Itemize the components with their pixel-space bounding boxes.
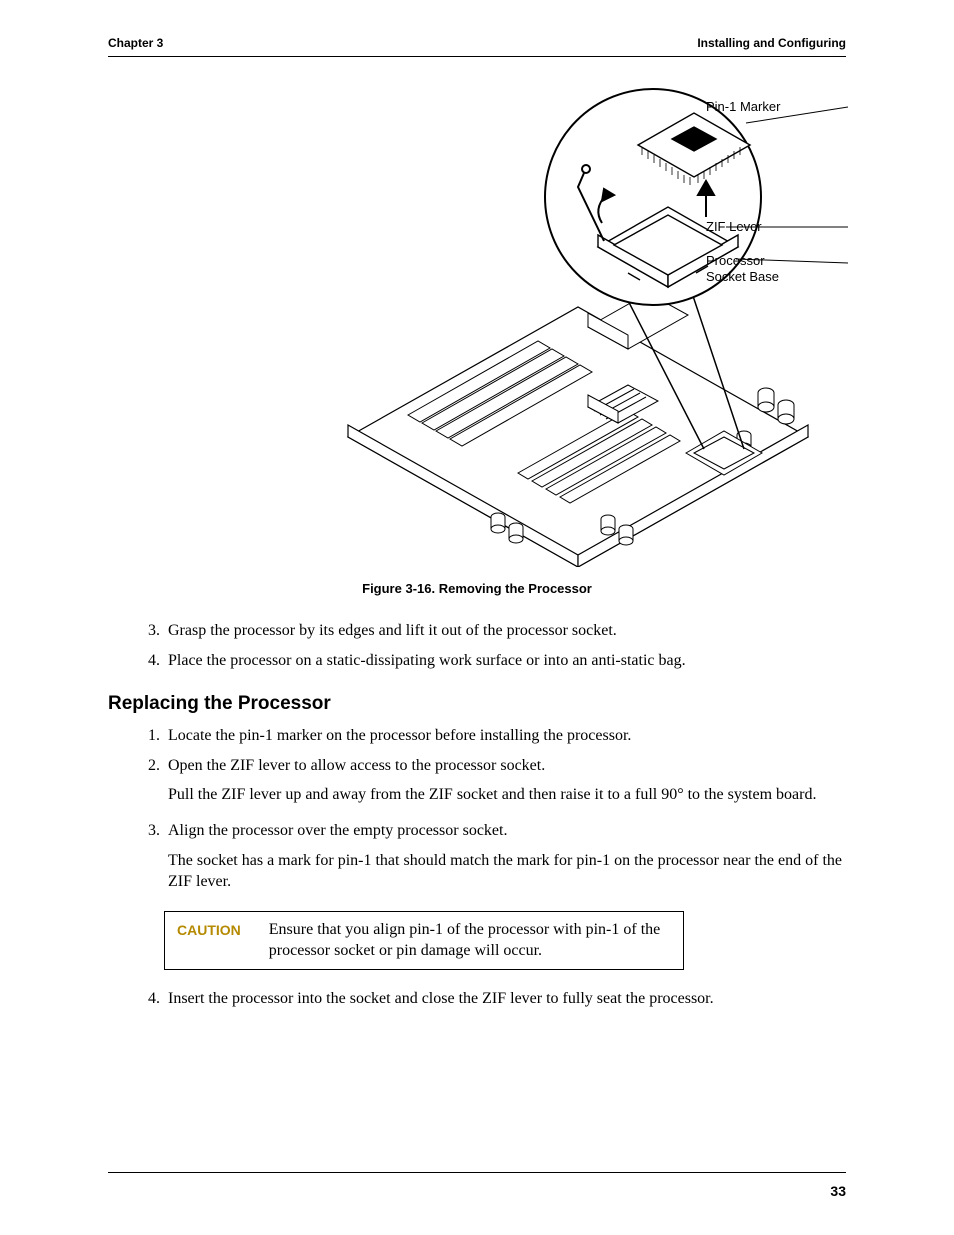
list-item: Locate the pin-1 marker on the processor… bbox=[164, 725, 846, 747]
page-header: Chapter 3 Installing and Configuring bbox=[108, 36, 846, 56]
step-text: Align the processor over the empty proce… bbox=[168, 822, 507, 839]
motherboard-diagram bbox=[288, 77, 848, 567]
caution-box: CAUTION Ensure that you align pin-1 of t… bbox=[164, 911, 684, 971]
figure-caption: Figure 3-16. Removing the Processor bbox=[108, 581, 846, 596]
callout-zif: ZIF Lever bbox=[706, 219, 762, 235]
caution-text: Ensure that you align pin-1 of the proce… bbox=[269, 920, 671, 962]
caution-label: CAUTION bbox=[177, 920, 241, 938]
figure-area: Pin-1 Marker ZIF Lever Processor Socket … bbox=[108, 77, 846, 567]
step-sub: Pull the ZIF lever up and away from the … bbox=[168, 784, 846, 806]
step-text: Open the ZIF lever to allow access to th… bbox=[168, 757, 545, 774]
page-number: 33 bbox=[830, 1183, 846, 1199]
header-right: Installing and Configuring bbox=[697, 36, 846, 50]
page: Chapter 3 Installing and Configuring bbox=[0, 0, 954, 1235]
section-heading: Replacing the Processor bbox=[108, 693, 846, 715]
replacing-steps-after-list: Insert the processor into the socket and… bbox=[164, 988, 846, 1010]
callout-socket: Processor Socket Base bbox=[706, 253, 779, 284]
callout-socket-line1: Processor bbox=[706, 253, 765, 268]
list-item: Align the processor over the empty proce… bbox=[164, 820, 846, 893]
callout-socket-line2: Socket Base bbox=[706, 269, 779, 284]
removing-steps-list: Grasp the processor by its edges and lif… bbox=[164, 620, 846, 671]
list-item: Grasp the processor by its edges and lif… bbox=[164, 620, 846, 642]
list-item: Open the ZIF lever to allow access to th… bbox=[164, 755, 846, 806]
header-left: Chapter 3 bbox=[108, 36, 163, 50]
header-rule bbox=[108, 56, 846, 57]
replacing-steps-list: Locate the pin-1 marker on the processor… bbox=[164, 725, 846, 893]
list-item: Insert the processor into the socket and… bbox=[164, 988, 846, 1010]
footer-rule bbox=[108, 1172, 846, 1173]
step-text: Locate the pin-1 marker on the processor… bbox=[168, 727, 631, 744]
list-item: Place the processor on a static-dissipat… bbox=[164, 650, 846, 672]
step-sub: The socket has a mark for pin-1 that sho… bbox=[168, 850, 846, 893]
callout-pin1: Pin-1 Marker bbox=[706, 99, 780, 115]
